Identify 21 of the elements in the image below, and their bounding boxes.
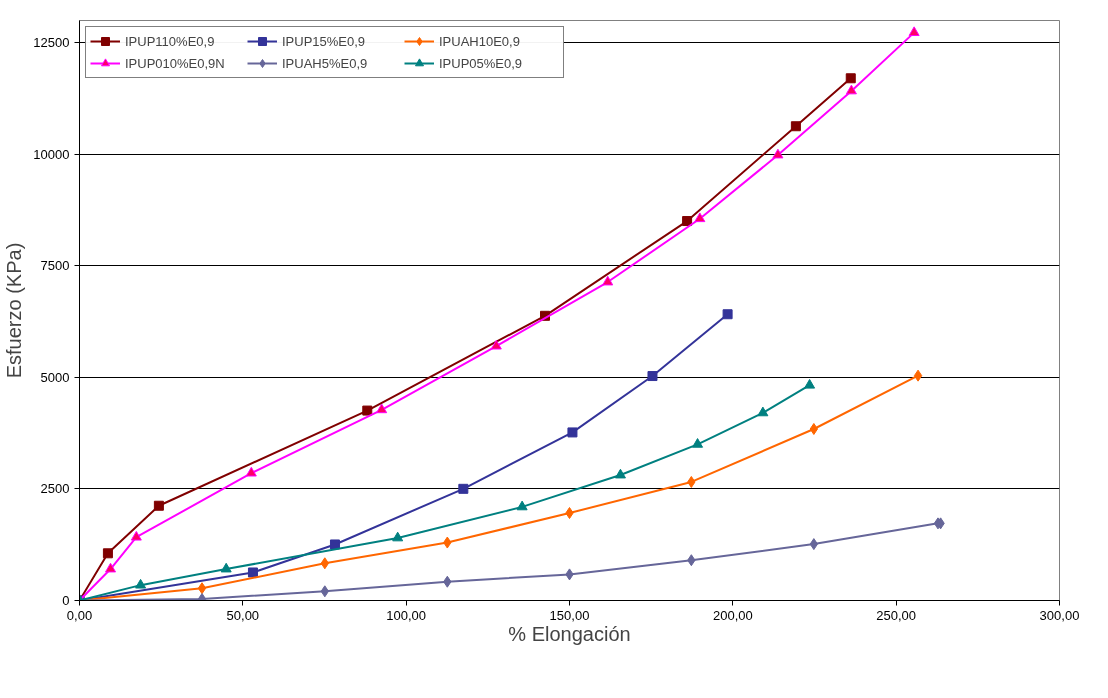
x-tick-label: 150,00 [549,607,590,623]
legend-label: IPUP15%E0,9 [282,33,367,49]
x-axis-title: % Elongación [508,622,631,645]
y-tick-label: 10000 [33,146,70,162]
x-tick-label: 50,00 [226,607,260,623]
y-tick-label: 12500 [33,35,70,51]
y-tick-label: 2500 [40,481,70,497]
x-tick-label: 0,00 [66,607,93,623]
legend-label: IPUAH10E0,9 [439,33,521,49]
y-tick-label: 0 [62,593,70,608]
legend-label: IPUP110%E0,9 [125,33,216,49]
legend-label: IPUP010%E0,9N [125,55,226,71]
legend-label: IPUAH5%E0,9 [282,55,369,71]
x-tick-label: 100,00 [386,607,427,623]
y-axis-title: Esfuerzo (KPa) [3,242,26,379]
x-tick-label: 200,00 [712,607,753,623]
legend-label: IPUP05%E0,9 [439,55,524,71]
y-tick-label: 7500 [40,258,70,274]
x-tick-label: 300,00 [1039,607,1080,623]
y-tick-label: 5000 [40,369,70,385]
x-tick-label: 250,00 [876,607,917,623]
